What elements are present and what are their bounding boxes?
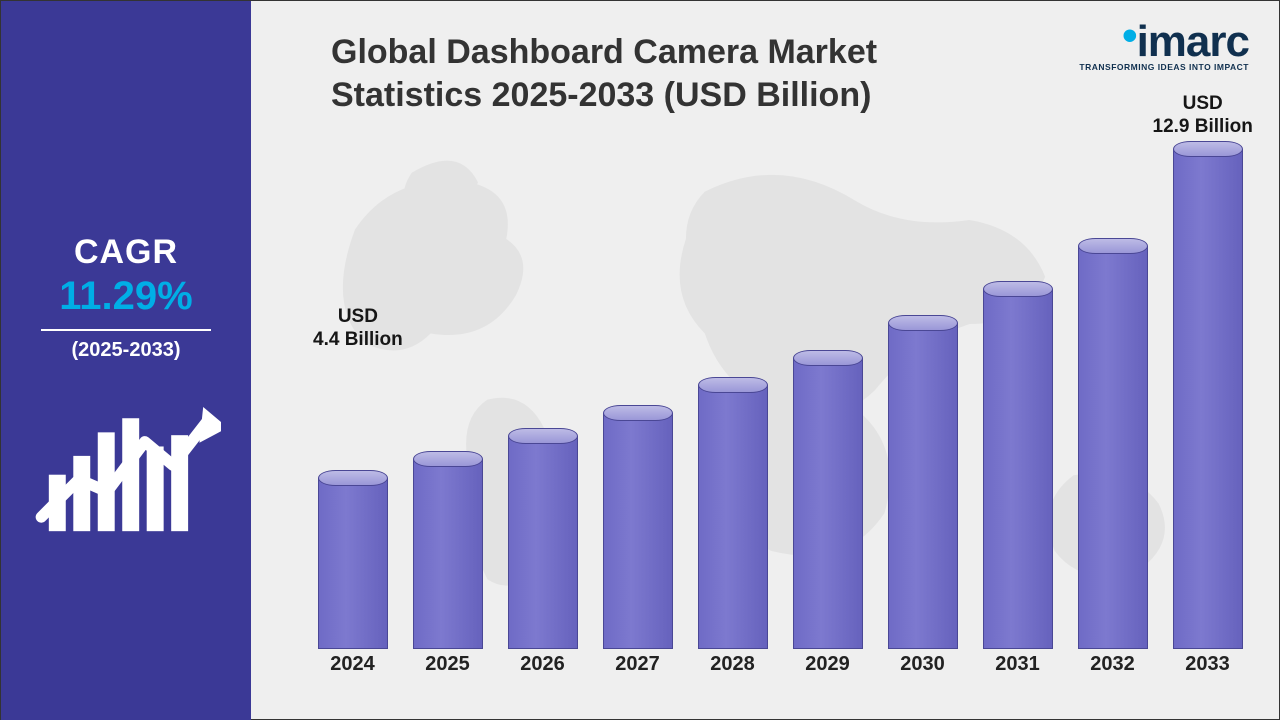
x-axis-label: 2030: [882, 653, 963, 689]
brand-logo: •imarc TRANSFORMING IDEAS INTO IMPACT: [1079, 23, 1249, 72]
x-axis-label: 2026: [502, 653, 583, 689]
last-bar-value-label: USD 12.9 Billion: [1153, 93, 1253, 139]
bar-face: [318, 478, 388, 649]
bar: [1072, 238, 1153, 649]
main-panel: Global Dashboard Camera Market Statistic…: [251, 1, 1279, 719]
bar-top-icon: [413, 451, 483, 467]
bar-face: [983, 289, 1053, 649]
logo-wordmark: •imarc: [1079, 23, 1249, 60]
chart-x-axis: 2024 2025 2026 2027 2028 2029 2030 2031 2032 2033: [306, 653, 1254, 689]
x-axis-label: 2029: [787, 653, 868, 689]
cagr-period: (2025-2033): [72, 339, 181, 362]
bar: [312, 470, 393, 649]
bar-top-icon: [508, 428, 578, 444]
bar: [1167, 141, 1248, 649]
bar-top-icon: [318, 470, 388, 486]
bar: [597, 405, 678, 649]
bar-top-icon: [1078, 238, 1148, 254]
bar: [407, 451, 488, 649]
x-axis-label: 2033: [1167, 653, 1248, 689]
x-axis-label: 2031: [977, 653, 1058, 689]
bar-face: [1078, 246, 1148, 649]
value-label-line: USD: [1153, 93, 1253, 116]
cagr-label: CAGR: [74, 233, 178, 272]
divider: [41, 329, 211, 331]
x-axis-label: 2028: [692, 653, 773, 689]
bar: [882, 315, 963, 649]
x-axis-label: 2027: [597, 653, 678, 689]
bar-top-icon: [793, 350, 863, 366]
bar-top-icon: [698, 377, 768, 393]
x-axis-label: 2032: [1072, 653, 1153, 689]
logo-dot-icon: •: [1122, 17, 1136, 54]
bar-top-icon: [1173, 141, 1243, 157]
bar: [502, 428, 583, 649]
bar-face: [793, 358, 863, 649]
bar-face: [698, 385, 768, 649]
x-axis-label: 2024: [312, 653, 393, 689]
bar-face: [603, 413, 673, 649]
bar: [692, 377, 773, 649]
logo-tagline: TRANSFORMING IDEAS INTO IMPACT: [1079, 62, 1249, 72]
value-label-line: 12.9 Billion: [1153, 116, 1253, 139]
sidebar-panel: CAGR 11.29% (2025-2033): [1, 1, 251, 720]
infographic-canvas: CAGR 11.29% (2025-2033) Global Dashboard…: [0, 0, 1280, 720]
chart-plot-area: [306, 141, 1254, 649]
cagr-value: 11.29%: [59, 274, 192, 319]
bar-face: [508, 436, 578, 649]
x-axis-label: 2025: [407, 653, 488, 689]
chart-title: Global Dashboard Camera Market Statistic…: [331, 31, 1031, 116]
bar: [787, 350, 868, 649]
logo-word-text: imarc: [1137, 17, 1249, 66]
bar-top-icon: [888, 315, 958, 331]
growth-chart-icon: [31, 390, 221, 550]
bar-face: [413, 459, 483, 649]
bar-chart: 2024 2025 2026 2027 2028 2029 2030 2031 2032 2033: [306, 141, 1254, 689]
bar-top-icon: [983, 281, 1053, 297]
bar: [977, 281, 1058, 649]
bar-face: [888, 323, 958, 649]
bar-face: [1173, 149, 1243, 649]
bar-top-icon: [603, 405, 673, 421]
